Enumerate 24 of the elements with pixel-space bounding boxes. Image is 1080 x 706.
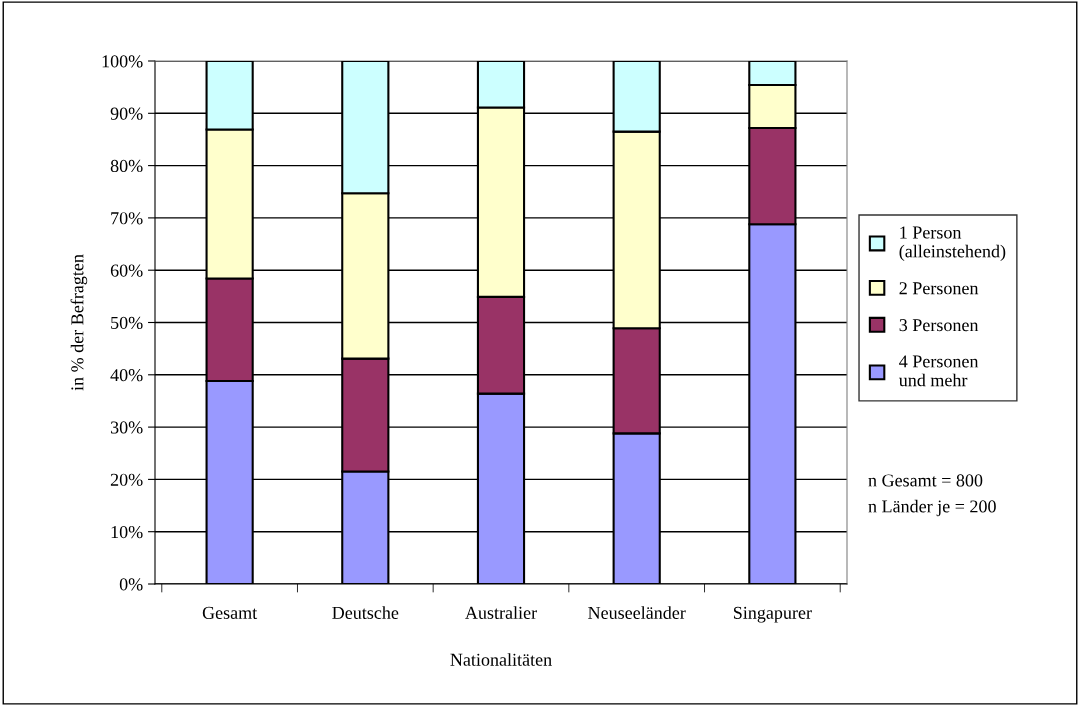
x-tick-label: Gesamt [202,606,258,619]
text: n Länder je = 200 [868,499,996,517]
y-tick-label: 40% [110,369,143,382]
legend-label: 2 Personen [899,282,979,295]
legend-label: 1 Person (alleinstehend) [899,226,1006,262]
legend-label: 3 Personen [899,319,979,332]
y-tick-label: 50% [111,316,143,329]
y-tick-label: 80% [110,159,143,173]
y-tick-label: 70% [111,212,143,225]
x-tick-label: Neuseeländer [588,606,686,619]
y-tick-label: 90% [110,107,143,120]
y-axis-title: in % der Befragten [70,254,88,391]
y-tick-label: 20% [110,473,143,486]
y-tick-label: 10% [111,525,143,539]
text: n Gesamt = 800 [868,474,983,487]
x-tick-label: Singapurer [733,606,812,623]
x-tick-label: Australier [465,606,537,619]
legend-label: 4 Personen und mehr [898,355,979,387]
y-tick-label: 30% [110,421,143,434]
y-tick-label: 60% [110,264,143,277]
y-tick-label: 100% [102,55,143,68]
y-tick-label: 0% [119,578,143,591]
x-tick-label: Deutsche [332,606,399,619]
x-axis-title: Nationalitäten [450,653,552,666]
